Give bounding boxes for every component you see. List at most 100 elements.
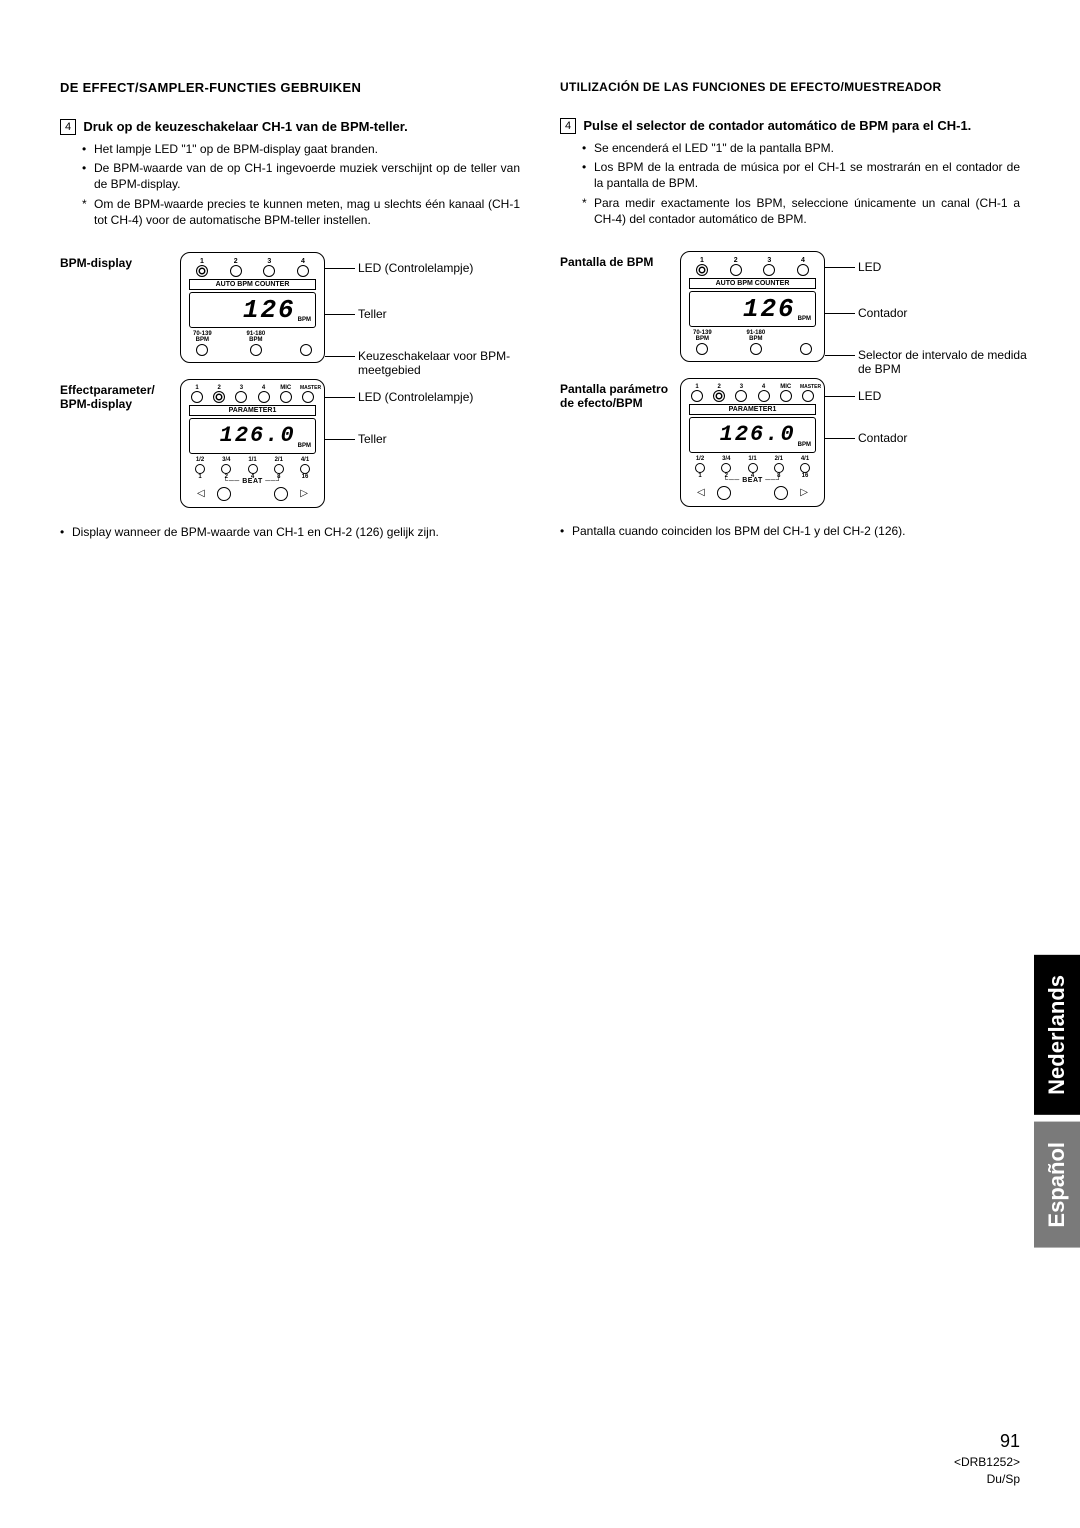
diagram-label: BPM-display [60,256,180,270]
effect-display-panel: 1 2 3 4 MIC MASTER PARAMETER1 126.0 BPM [680,378,825,507]
knob-icon [217,487,231,501]
ch-label: MIC [780,384,791,390]
page-footer: 91 <DRB1252> Du/Sp [954,1429,1020,1488]
footer-text: Display wanneer de BPM-waarde van CH-1 e… [60,524,520,540]
language-tabs: Nederlands Español [1034,947,1080,1248]
segment-unit: BPM [298,317,311,323]
ch-label: 1 [195,385,198,391]
parameter-label: PARAMETER1 [689,404,816,415]
footer-note-right: Pantalla cuando coinciden los BPM del CH… [560,523,1020,539]
page-number: 91 [954,1429,1020,1454]
led-icon [780,390,792,402]
ch-label: 4 [762,384,765,390]
knob-icon [248,464,258,474]
diagram-row-effect: Pantalla parámetro de efecto/BPM 1 2 3 4… [560,378,1020,507]
left-column: DE EFFECT/SAMPLER-FUNCTIES GEBRUIKEN 4 D… [60,80,520,540]
led-icon [691,390,703,402]
led-icon [280,391,292,403]
segment-display: 126.0 BPM [189,418,316,454]
beat-label: 3/4 [722,456,730,462]
segment-unit: BPM [798,316,811,322]
section-title-left: DE EFFECT/SAMPLER-FUNCTIES GEBRUIKEN [60,80,520,95]
ch-label: 2 [218,385,221,391]
segment-display: 126.0 BPM [689,417,816,453]
lang-tab-nederlands: Nederlands [1034,955,1080,1115]
knob-icon [774,463,784,473]
bullet-list-left: Het lampje LED "1" op de BPM-display gaa… [60,141,520,193]
led-icon [802,390,814,402]
knob-icon [195,464,205,474]
step-number: 4 [560,118,576,134]
range-label: 70-139 BPM [693,330,712,342]
range-label: 70-139 BPM [193,331,212,343]
ch-label: 3 [240,385,243,391]
led-icon [696,264,708,276]
step-title-left: Druk op de keuzeschakelaar CH-1 van de B… [83,119,407,134]
beat-num: 1 [691,473,709,479]
parameter-label: PARAMETER1 [189,405,316,416]
led-icon [797,264,809,276]
beat-label: 3/4 [222,457,230,463]
ch-label: 3 [740,384,743,390]
section-title-right: UTILIZACIÓN DE LAS FUNCIONES DE EFECTO/M… [560,80,1020,94]
led-icon [258,391,270,403]
ch-label: 3 [267,258,271,265]
ch-label: MASTER [300,385,321,391]
led-icon [735,390,747,402]
ch-label: 2 [718,384,721,390]
knob-icon [774,486,788,500]
triangle-right-icon: ▷ [800,487,808,498]
ch-label: 2 [734,257,738,264]
diagram-row-bpm: Pantalla de BPM 1 2 3 4 AUTO BPM COUNTER… [560,251,1020,362]
led-icon [302,391,314,403]
segment-display: 126 BPM [189,292,316,328]
footer-text: Pantalla cuando coinciden los BPM del CH… [560,523,1020,539]
led-icon [230,265,242,277]
range-label: 91-180 BPM [247,331,266,343]
step-heading-left: 4 Druk op de keuzeschakelaar CH-1 van de… [60,119,520,135]
annotation-teller: Teller [358,432,387,446]
triangle-left-icon: ◁ [197,488,205,499]
note-text: Para medir exactamente los BPM, seleccio… [582,195,1020,227]
lang-tab-espanol: Español [1034,1122,1080,1248]
leader-line [325,439,355,440]
beat-label: 1/2 [696,456,704,462]
segment-display: 126 BPM [689,291,816,327]
ch-label: 4 [262,385,265,391]
beat-num: 1 [191,474,209,480]
segment-unit: BPM [298,443,311,449]
right-column: UTILIZACIÓN DE LAS FUNCIONES DE EFECTO/M… [560,80,1020,540]
knob-icon [196,344,208,356]
beat-text: BEAT [742,477,763,484]
led-icon [297,265,309,277]
ch-label: MIC [280,385,291,391]
ch-label: 1 [700,257,704,264]
beat-num: 16 [796,473,814,479]
annotation-led: LED [858,389,881,403]
leader-line [825,438,855,439]
ch-label: 2 [234,258,238,265]
leader-line [825,267,855,268]
ch-label: 1 [200,258,204,265]
beat-label: 1/1 [748,456,756,462]
effect-display-panel: 1 2 3 4 MIC MASTER PARAMETER1 126.0 BPM [180,379,325,508]
beat-label: 2/1 [275,457,283,463]
ch-label: 4 [801,257,805,264]
step-heading-right: 4 Pulse el selector de contador automáti… [560,118,1020,134]
segment-value: 126 [243,295,296,325]
annotation-range: Keuzeschakelaar voor BPM-meetgebied [358,349,518,377]
ch-label: 4 [301,258,305,265]
bullet-item: De BPM-waarde van de op CH-1 ingevoerde … [82,160,520,192]
annotation-contador: Contador [858,306,907,320]
leader-line [325,268,355,269]
bullet-list-right: Se encenderá el LED "1" de la pantalla B… [560,140,1020,192]
leader-line [825,313,855,314]
triangle-left-icon: ◁ [697,487,705,498]
led-icon [235,391,247,403]
step-title-right: Pulse el selector de contador automático… [583,118,971,133]
knob-icon [750,343,762,355]
led-icon [213,391,225,403]
bullet-item: Se encenderá el LED "1" de la pantalla B… [582,140,1020,156]
bullet-item: Los BPM de la entrada de música por el C… [582,159,1020,191]
beat-label: 1/2 [196,457,204,463]
